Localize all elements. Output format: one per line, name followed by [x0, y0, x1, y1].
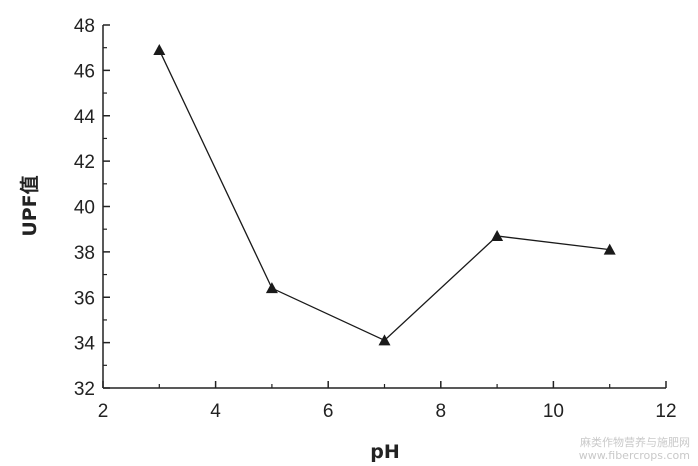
watermark-line-1: 麻类作物营养与施肥网: [580, 436, 690, 449]
data-point-7: [378, 334, 391, 346]
y-axis-title: UPF值: [18, 175, 41, 236]
x-tick-label-10: 10: [543, 401, 564, 422]
x-tick-label-12: 12: [655, 401, 676, 422]
series-line: [158, 49, 610, 342]
data-point-3: [153, 43, 166, 55]
x-axis-title: pH: [370, 441, 400, 463]
y-tick-label-44: 44: [74, 107, 96, 128]
data-point-5: [265, 282, 278, 294]
y-tick-label-40: 40: [74, 198, 95, 219]
x-tick-label-8: 8: [436, 401, 447, 422]
y-tick-label-34: 34: [74, 334, 96, 355]
data-point-11: [603, 243, 616, 255]
x-tick-label-6: 6: [323, 401, 334, 422]
data-series: [153, 43, 616, 346]
x-tick-label-4: 4: [210, 401, 221, 422]
y-tick-label-38: 38: [74, 243, 95, 264]
y-tick-label-48: 48: [74, 16, 95, 37]
y-tick-label-32: 32: [74, 379, 95, 400]
x-tick-label-2: 2: [98, 401, 109, 422]
watermark: 麻类作物营养与施肥网 www.fibercrops.com: [579, 436, 690, 462]
y-tick-label-46: 46: [74, 61, 95, 82]
y-tick-label-36: 36: [74, 288, 95, 309]
y-tick-label-42: 42: [74, 152, 95, 173]
watermark-line-2: www.fibercrops.com: [578, 449, 690, 462]
data-point-9: [491, 229, 504, 241]
